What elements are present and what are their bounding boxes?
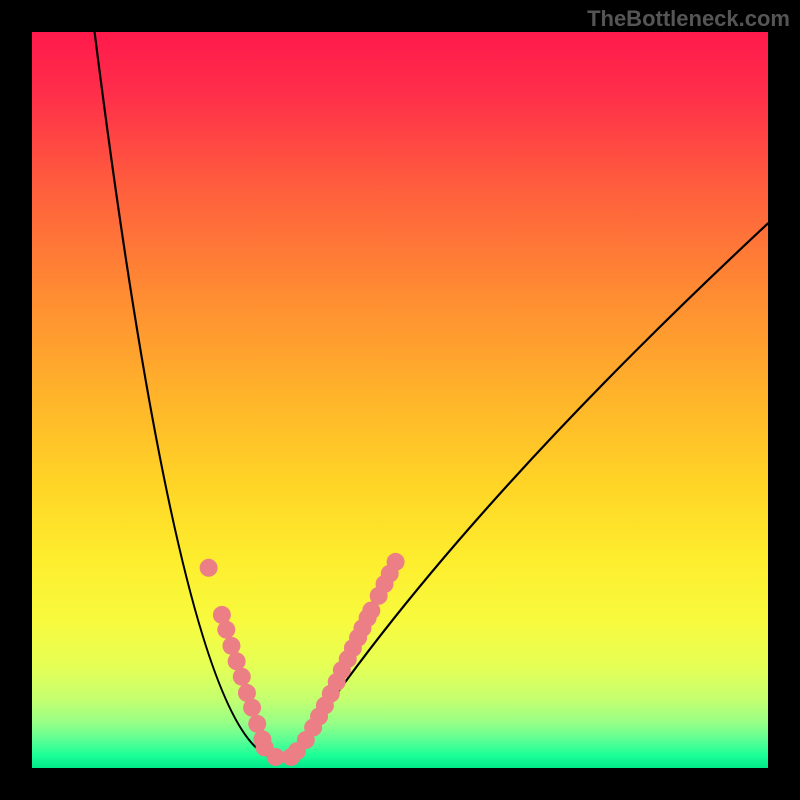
bottleneck-curve xyxy=(95,32,768,758)
left-arm-marker xyxy=(217,621,235,639)
watermark-text: TheBottleneck.com xyxy=(587,6,790,32)
left-arm-marker xyxy=(233,668,251,686)
right-arm-marker xyxy=(387,553,405,571)
curve-right-arm xyxy=(293,223,768,757)
curve-left-arm xyxy=(95,32,272,757)
left-arm-marker xyxy=(200,559,218,577)
left-arm-marker xyxy=(243,699,261,717)
plot-area xyxy=(32,32,768,768)
valley-marker xyxy=(267,748,285,766)
chart-svg-layer xyxy=(32,32,768,768)
chart-canvas: TheBottleneck.com xyxy=(0,0,800,800)
data-markers xyxy=(200,553,405,766)
left-arm-marker xyxy=(222,637,240,655)
left-arm-marker xyxy=(248,715,266,733)
left-arm-marker xyxy=(228,652,246,670)
